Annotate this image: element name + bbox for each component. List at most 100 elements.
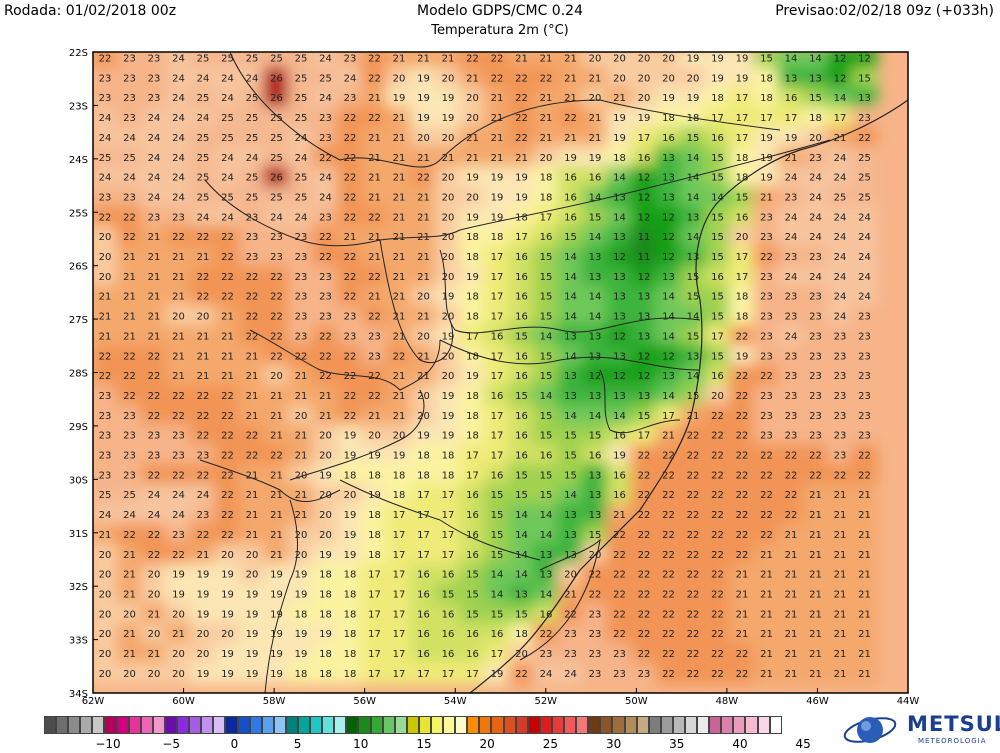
temperature-value: 13 [564, 510, 577, 521]
temperature-cell [508, 602, 535, 625]
temperature-cell [679, 523, 707, 546]
temperature-value: 23 [809, 312, 822, 323]
temperature-cell [312, 146, 339, 169]
temperature-cell [165, 483, 192, 506]
temperature-cell [655, 205, 682, 228]
temperature-value: 14 [515, 550, 528, 561]
temperature-value: 15 [687, 133, 700, 144]
temperature-value: 22 [221, 451, 234, 462]
temperature-value: 24 [197, 113, 210, 124]
temperature-cell [679, 642, 707, 665]
temperature-value: 23 [123, 470, 136, 481]
temperature-value: 24 [809, 232, 822, 243]
temperature-cell [116, 523, 143, 546]
temperature-cell [336, 563, 364, 586]
temperature-cell [361, 166, 388, 189]
temperature-cell [140, 265, 168, 288]
temperature-cell [214, 166, 241, 189]
temperature-cell [728, 444, 756, 466]
temperature-cell [189, 662, 217, 685]
temperature-cell [336, 444, 364, 466]
temperature-cell [238, 66, 266, 89]
temperature-value: 23 [589, 649, 602, 660]
temperature-value: 25 [123, 490, 136, 501]
temperature-cell [459, 404, 486, 427]
temperature-cell [312, 483, 339, 506]
temperature-cell [655, 66, 682, 89]
temperature-value: 21 [540, 113, 553, 124]
temperature-value: 18 [319, 649, 332, 660]
temperature-cell [802, 622, 829, 645]
temperature-cell [581, 344, 609, 367]
temperature-cell [214, 543, 241, 566]
temperature-cell [581, 523, 609, 546]
temperature-value: 19 [491, 212, 504, 223]
temperature-value: 22 [368, 73, 381, 84]
temperature-cell [410, 463, 437, 486]
temperature-value: 23 [148, 431, 161, 442]
temperature-value: 19 [613, 133, 626, 144]
temperature-value: 20 [466, 93, 479, 104]
temperature-value: 18 [466, 292, 479, 303]
temperature-cell [312, 86, 339, 109]
temperature-value: 24 [319, 93, 332, 104]
temperature-cell [287, 166, 315, 189]
temperature-value: 16 [442, 629, 455, 640]
temperature-value: 16 [466, 530, 479, 541]
temperature-value: 20 [540, 153, 553, 164]
color-scale-label: 30 [605, 737, 622, 751]
temperature-value: 22 [344, 153, 357, 164]
temperature-cell [93, 503, 119, 526]
temperature-value: 17 [393, 570, 406, 581]
temperature-cell [434, 642, 462, 665]
temperature-cell [189, 324, 217, 347]
temperature-value: 24 [148, 153, 161, 164]
temperature-value: 24 [99, 173, 112, 184]
temperature-value: 18 [540, 192, 553, 203]
temperature-cell [655, 384, 682, 407]
temperature-value: 21 [858, 669, 871, 680]
temperature-cell [140, 324, 168, 347]
temperature-value: 18 [319, 570, 332, 581]
temperature-cell [361, 205, 388, 228]
temperature-value: 23 [197, 451, 210, 462]
temperature-cell [606, 662, 633, 685]
temperature-value: 24 [172, 153, 185, 164]
temperature-cell [165, 543, 192, 566]
temperature-value: 22 [344, 113, 357, 124]
temperature-cell [214, 225, 241, 248]
temperature-value: 22 [221, 232, 234, 243]
temperature-value: 25 [197, 192, 210, 203]
temperature-value: 22 [344, 192, 357, 203]
temperature-cell [704, 305, 731, 327]
temperature-cell [704, 52, 731, 69]
temperature-cell [263, 444, 290, 466]
temperature-cell [753, 344, 780, 367]
temperature-value: 19 [442, 292, 455, 303]
color-scale-swatch [140, 716, 153, 734]
temperature-cell [410, 86, 437, 109]
temperature-value: 15 [687, 331, 700, 342]
temperature-cell [189, 106, 217, 129]
temperature-value: 14 [687, 192, 700, 203]
color-scale-label: 0 [230, 737, 239, 751]
temperature-cell [189, 225, 217, 248]
temperature-value: 24 [344, 73, 357, 84]
temperature-cell [238, 622, 266, 645]
temperature-cell [361, 622, 388, 645]
temperature-value: 24 [221, 212, 234, 223]
temperature-cell [802, 642, 829, 665]
temperature-cell [434, 463, 462, 486]
temperature-cell [826, 205, 854, 228]
temperature-value: 18 [466, 312, 479, 323]
temperature-cell [753, 463, 780, 486]
temperature-value: 23 [123, 73, 136, 84]
temperature-cell [385, 384, 413, 407]
temperature-cell [728, 324, 756, 347]
temperature-value: 14 [564, 312, 577, 323]
temperature-cell [655, 563, 682, 586]
temperature-cell [777, 86, 805, 109]
temperature-cell [753, 126, 780, 149]
temperature-value: 13 [662, 153, 675, 164]
temperature-cell [116, 344, 143, 367]
